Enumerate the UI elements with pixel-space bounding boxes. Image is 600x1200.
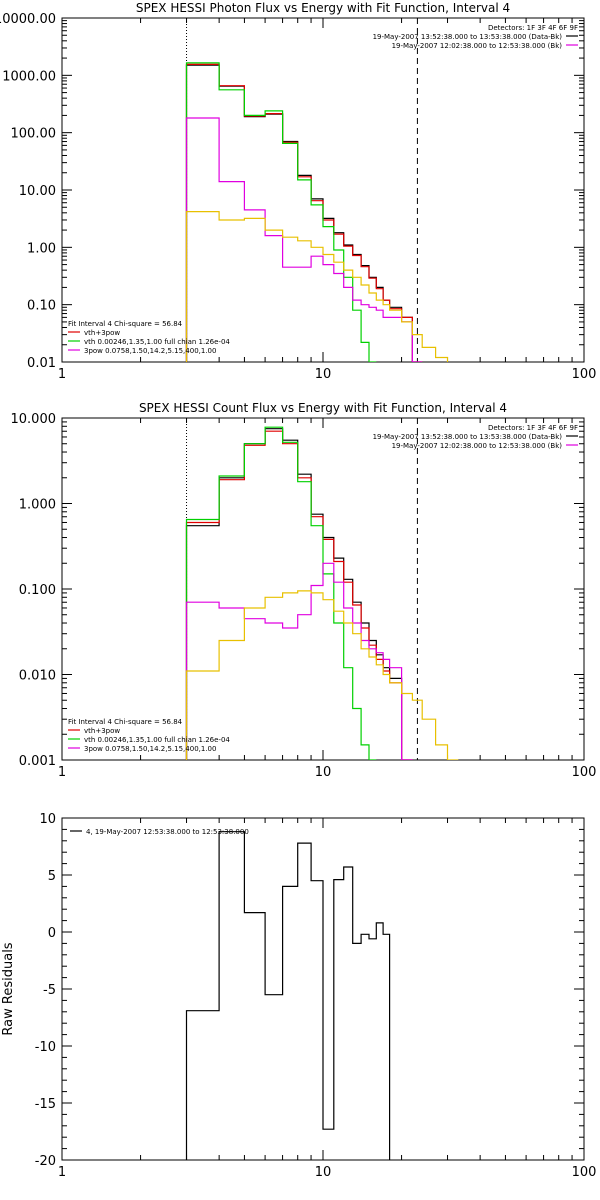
x-tick-label: 1 [58, 367, 66, 382]
legend-entry: 3pow 0.0758,1.50,14.2,5.15,400,1.00 [84, 745, 216, 753]
y-tick-label: 0.001 [19, 754, 56, 769]
x-tick-label: 10 [315, 1165, 332, 1180]
legend-entry: 4, 19-May-2007 12:53:38.000 to 12:53:38.… [86, 828, 249, 836]
y-tick-label: 0.100 [19, 583, 56, 598]
y-tick-label: 5 [48, 869, 56, 884]
y-tick-label: 0.01 [27, 356, 56, 371]
x-tick-label: 10 [315, 765, 332, 780]
chart-2: SPEX HESSI Count Flux vs Energy with Fit… [11, 401, 597, 780]
series-line-5 [185, 590, 459, 760]
series-line-4 [185, 562, 413, 760]
legend-entry: Detectors: 1F 3F 4F 6F 9F [488, 24, 578, 32]
y-tick-label: -20 [35, 1154, 56, 1169]
y-tick-label: 1.000 [19, 498, 56, 513]
y-tick-label: 1.00 [27, 241, 56, 256]
legend-entry: 19-May-2007 13:52:38.000 to 13:53:38.000… [373, 433, 563, 441]
legend-top-left: 4, 19-May-2007 12:53:38.000 to 12:53:38.… [70, 828, 249, 836]
y-tick-label: 10 [39, 812, 56, 827]
series-line-4 [185, 117, 423, 362]
x-tick-label: 1 [58, 1165, 66, 1180]
legend-entry: Fit Interval 4 Chi-square = 56.84 [68, 718, 183, 726]
x-tick-label: 1 [58, 765, 66, 780]
legend-entry: vth 0.00246,1.35,1.00 full chian 1.26e-0… [84, 736, 230, 744]
x-tick-label: 100 [572, 765, 597, 780]
legend-bottom-left: Fit Interval 4 Chi-square = 56.84vth+3po… [68, 718, 230, 753]
plot-frame [61, 17, 585, 363]
series-line-3 [185, 62, 377, 362]
series-line-5 [185, 211, 449, 362]
y-axis-label: Raw Residuals [1, 942, 16, 1035]
x-tick-label: 100 [572, 367, 597, 382]
series-group [185, 62, 449, 362]
legend-entry: 19-May-2007 13:52:38.000 to 13:53:38.000… [373, 33, 563, 41]
series-line-2 [185, 430, 413, 760]
legend-entry: 19-May-2007 12:02:38.000 to 12:53:38.000… [392, 442, 563, 450]
series-line-3 [185, 426, 377, 760]
y-tick-label: 0.010 [19, 669, 56, 684]
chart-title: SPEX HESSI Photon Flux vs Energy with Fi… [136, 1, 510, 15]
y-tick-label: 10.000 [11, 412, 57, 427]
plot-frame [61, 417, 585, 761]
y-tick-label: 1000.00 [2, 69, 56, 84]
y-tick-label: 0.10 [27, 299, 56, 314]
y-tick-label: 100.00 [11, 127, 57, 142]
y-tick-label: -15 [35, 1097, 56, 1112]
chart-title: SPEX HESSI Count Flux vs Energy with Fit… [139, 401, 507, 415]
legend-entry: Fit Interval 4 Chi-square = 56.84 [68, 320, 183, 328]
y-tick-label: 0 [48, 926, 56, 941]
series-group [185, 426, 459, 760]
chart-3: Raw Residuals 1 10 100 -20 -15 -10 -5 0 5 10 4, 19-… [1, 812, 596, 1180]
x-tick-label: 100 [572, 1165, 597, 1180]
legend-entry: vth+3pow [84, 727, 120, 735]
x-tick-label: 10 [315, 367, 332, 382]
y-tick-label: 10000.00 [0, 12, 56, 27]
y-tick-label: 10.00 [19, 184, 56, 199]
legend-entry: Detectors: 1F 3F 4F 6F 9F [488, 424, 578, 432]
series-line-1 [185, 831, 391, 1160]
legend-entry: vth+3pow [84, 329, 120, 337]
legend-entry: vth 0.00246,1.35,1.00 full chian 1.26e-0… [84, 338, 230, 346]
y-tick-label: -10 [35, 1040, 56, 1055]
chart-1: SPEX HESSI Photon Flux vs Energy with Fi… [0, 1, 596, 382]
legend-entry: 3pow 0.0758,1.50,14.2,5.15,400,1.00 [84, 347, 216, 355]
series-group [185, 831, 391, 1160]
y-tick-label: -5 [43, 983, 56, 998]
legend-entry: 19-May-2007 12:02:38.000 to 12:53:38.000… [392, 42, 563, 50]
legend-bottom-left: Fit Interval 4 Chi-square = 56.84vth+3po… [68, 320, 230, 355]
